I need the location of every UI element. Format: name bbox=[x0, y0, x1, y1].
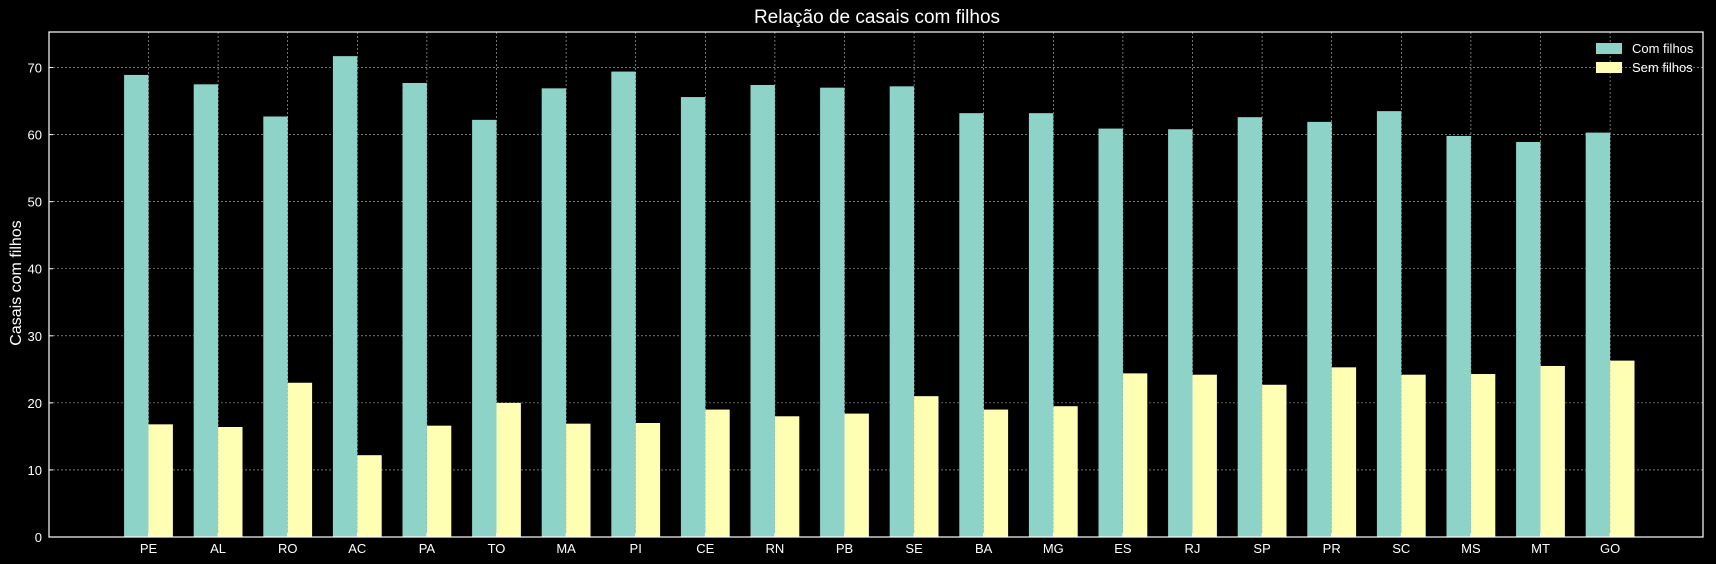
bar-sem-filhos-ms bbox=[1470, 374, 1496, 537]
x-tick-label: MA bbox=[556, 541, 576, 556]
bar-sem-filhos-ro bbox=[287, 382, 313, 537]
x-tick-label: AC bbox=[348, 541, 366, 556]
bar-sem-filhos-pb bbox=[844, 413, 869, 537]
x-tick-label: MT bbox=[1531, 541, 1550, 556]
bar-sem-filhos-mg bbox=[1053, 406, 1078, 537]
y-tick-label: 0 bbox=[35, 530, 42, 545]
bar-sem-filhos-mt bbox=[1540, 365, 1565, 537]
bar-com-filhos-al bbox=[193, 84, 219, 537]
bar-com-filhos-mg bbox=[1028, 113, 1054, 537]
bar-com-filhos-to bbox=[472, 119, 497, 537]
legend-label-com-filhos: Com filhos bbox=[1632, 41, 1694, 56]
y-tick-label: 20 bbox=[28, 396, 42, 411]
x-tick-label: MS bbox=[1461, 541, 1481, 556]
legend-swatch-sem-filhos bbox=[1596, 62, 1622, 73]
y-tick-label: 10 bbox=[28, 463, 42, 478]
x-tick-label: GO bbox=[1600, 541, 1620, 556]
bar-sem-filhos-se bbox=[914, 396, 939, 537]
x-tick-label: BA bbox=[975, 541, 993, 556]
bar-sem-filhos-al bbox=[218, 427, 243, 537]
y-tick-label: 70 bbox=[28, 61, 42, 76]
bar-com-filhos-rj bbox=[1168, 129, 1193, 537]
y-axis-label: Casais com filhos bbox=[8, 220, 25, 345]
x-tick-label: PB bbox=[836, 541, 853, 556]
x-axis-ticks: PE AL RO AC PA TO MA PI CE RN PB SE BA MG ES RJ SP PR SC MS… bbox=[140, 533, 1620, 556]
y-axis-ticks: 0 10 20 30 40 50 60 70 bbox=[28, 61, 53, 545]
y-tick-label: 40 bbox=[28, 262, 42, 277]
x-tick-label: PA bbox=[419, 541, 436, 556]
bar-sem-filhos-ba bbox=[983, 409, 1009, 537]
bar-sem-filhos-go bbox=[1610, 360, 1635, 537]
bar-com-filhos-pe bbox=[124, 74, 149, 538]
x-tick-label: RO bbox=[278, 541, 298, 556]
x-tick-label: MG bbox=[1043, 541, 1064, 556]
y-tick-label: 50 bbox=[28, 195, 42, 210]
x-tick-label: SP bbox=[1253, 541, 1270, 556]
bar-com-filhos-ce bbox=[680, 97, 706, 537]
bar-sem-filhos-sc bbox=[1401, 374, 1426, 537]
bar-com-filhos-ma bbox=[541, 88, 567, 538]
bar-sem-filhos-pa bbox=[426, 425, 452, 537]
x-tick-label: AL bbox=[210, 541, 226, 556]
x-tick-label: SE bbox=[905, 541, 923, 556]
chart-title: Relação de casais com filhos bbox=[754, 7, 1000, 28]
bar-sem-filhos-pi bbox=[635, 422, 661, 537]
bar-com-filhos-mt bbox=[1516, 141, 1541, 537]
bar-com-filhos-ba bbox=[959, 113, 984, 537]
bar-com-filhos-sc bbox=[1376, 111, 1402, 538]
bar-com-filhos-ac bbox=[332, 56, 358, 537]
bar-sem-filhos-es bbox=[1122, 373, 1148, 537]
bars bbox=[124, 56, 1635, 538]
x-tick-label: RJ bbox=[1185, 541, 1201, 556]
bar-com-filhos-pa bbox=[402, 82, 427, 537]
x-tick-label: TO bbox=[488, 541, 506, 556]
bar-com-filhos-ro bbox=[263, 116, 288, 538]
x-tick-label: PR bbox=[1323, 541, 1341, 556]
x-tick-label: PI bbox=[630, 541, 642, 556]
y-tick-label: 60 bbox=[28, 128, 42, 143]
bar-sem-filhos-to bbox=[496, 402, 521, 537]
bar-com-filhos-pr bbox=[1307, 121, 1332, 538]
plot-frame bbox=[48, 31, 1704, 538]
bar-sem-filhos-pe bbox=[148, 424, 173, 537]
x-tick-label: RN bbox=[766, 541, 785, 556]
x-tick-label: SC bbox=[1392, 541, 1410, 556]
legend: Com filhos Sem filhos bbox=[1596, 41, 1694, 75]
x-tick-label: PE bbox=[140, 541, 158, 556]
legend-swatch-com-filhos bbox=[1596, 43, 1622, 54]
bar-com-filhos-se bbox=[889, 86, 915, 538]
bar-sem-filhos-ma bbox=[566, 423, 591, 537]
legend-label-sem-filhos: Sem filhos bbox=[1632, 60, 1693, 75]
bar-com-filhos-pi bbox=[611, 71, 636, 537]
x-tick-label: CE bbox=[696, 541, 714, 556]
y-tick-label: 30 bbox=[28, 329, 42, 344]
bar-com-filhos-es bbox=[1098, 128, 1123, 537]
bar-sem-filhos-rj bbox=[1192, 374, 1217, 537]
bar-sem-filhos-pr bbox=[1331, 367, 1357, 537]
bar-com-filhos-ms bbox=[1446, 135, 1471, 537]
bar-com-filhos-sp bbox=[1237, 117, 1263, 538]
x-tick-label: ES bbox=[1114, 541, 1132, 556]
bar-com-filhos-go bbox=[1585, 132, 1611, 538]
bar-com-filhos-pb bbox=[820, 87, 845, 538]
bar-sem-filhos-rn bbox=[774, 416, 800, 537]
bar-sem-filhos-ac bbox=[357, 455, 382, 537]
bar-sem-filhos-sp bbox=[1262, 384, 1287, 537]
bar-sem-filhos-ce bbox=[705, 409, 730, 537]
bar-com-filhos-rn bbox=[750, 84, 775, 537]
